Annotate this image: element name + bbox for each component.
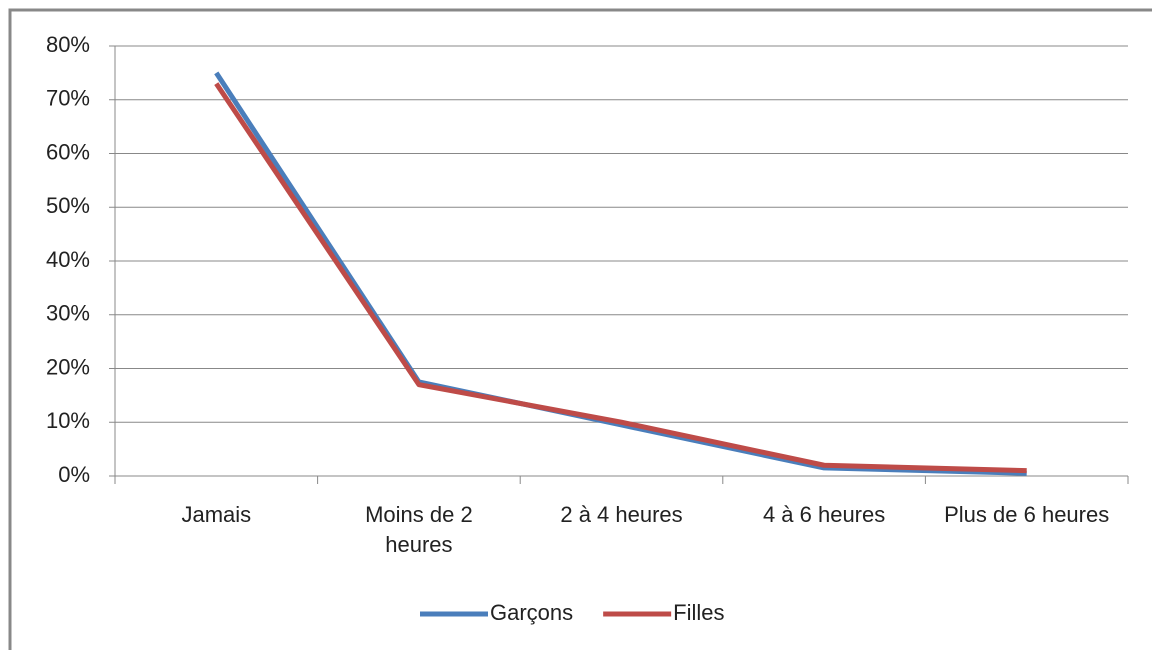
y-tick-label: 10%: [46, 408, 90, 433]
y-tick-label: 70%: [46, 86, 90, 111]
y-tick-label: 0%: [58, 462, 90, 487]
x-tick-label: Moins de 2 heures: [365, 502, 473, 557]
series-line: [214, 82, 1027, 474]
frame: [8, 8, 1152, 650]
y-tick-label: 20%: [46, 354, 90, 379]
y-tick-label: 50%: [46, 193, 90, 218]
x-tick-label: 4 à 6 heures: [762, 502, 886, 527]
legend-label: Filles: [673, 600, 724, 625]
x-tick-label: 2 à 4 heures: [560, 502, 683, 527]
x-tick-label: Plus de 6 heures: [944, 502, 1110, 527]
y-tick-label: 30%: [46, 301, 90, 326]
y-tick-label: 80%: [46, 32, 90, 57]
legend-label: Garçons: [490, 600, 573, 625]
x-tick-label: Jamais: [181, 502, 252, 527]
y-tick-label: 60%: [46, 139, 90, 164]
y-tick-label: 40%: [46, 247, 90, 272]
series-line: [214, 71, 1027, 476]
